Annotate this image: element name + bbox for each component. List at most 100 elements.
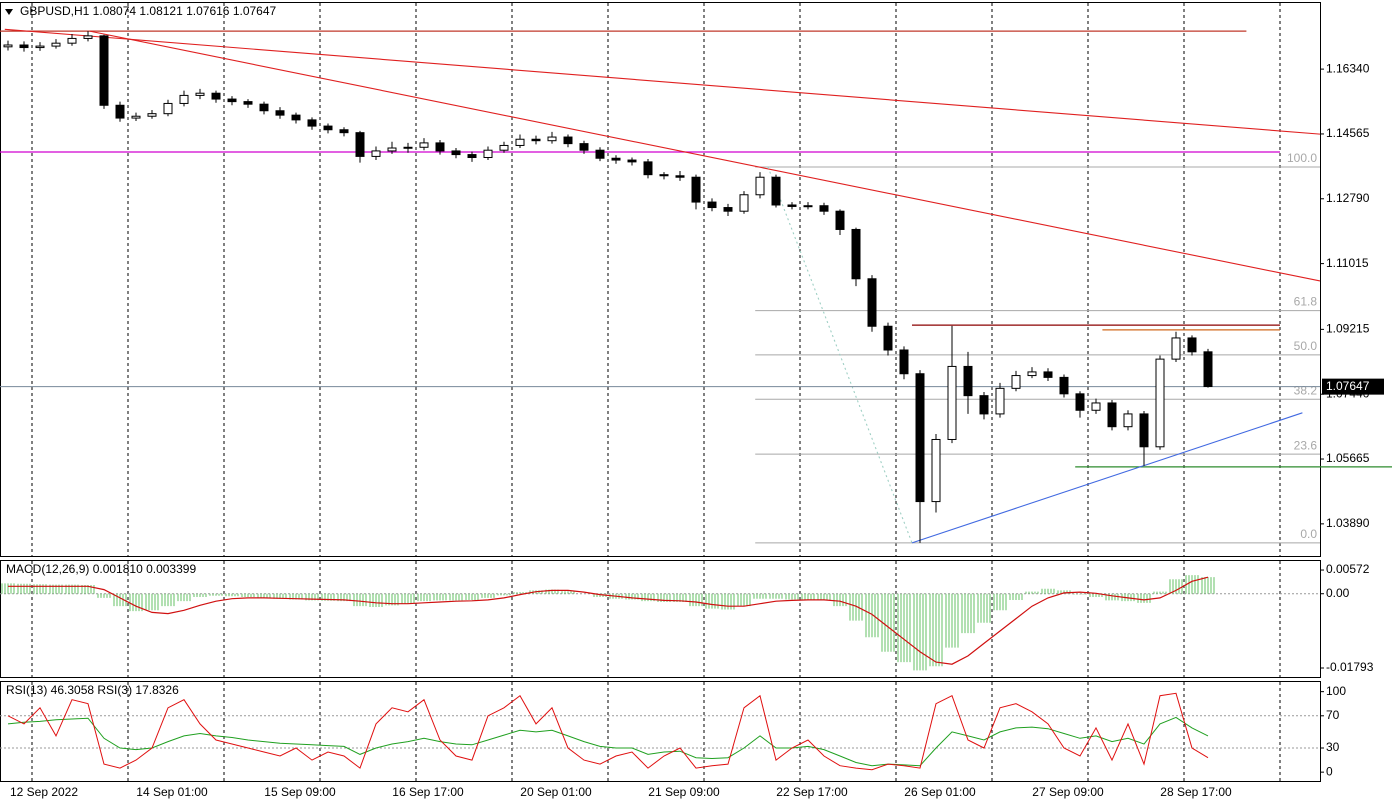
candle-body: [451, 150, 461, 156]
y-tick-label: 1.05665: [1326, 451, 1370, 465]
candle-body: [787, 204, 797, 207]
candle-body: [595, 149, 605, 159]
candle-body: [1091, 402, 1101, 411]
candle-body: [995, 387, 1005, 415]
candle-body: [739, 194, 749, 212]
trend-line: [767, 166, 913, 544]
last-price-box: [1322, 378, 1384, 395]
candle-body: [1155, 358, 1165, 448]
fib-label: 50.0: [1294, 339, 1318, 353]
rsi-panel: [0, 681, 1321, 782]
candle-body: [371, 150, 381, 157]
candle-body: [467, 154, 477, 159]
x-tick-label: 28 Sep 17:00: [1160, 785, 1232, 799]
candle-body: [387, 147, 397, 152]
candle-body: [947, 365, 957, 440]
candle-body: [115, 104, 125, 119]
x-tick-label: 26 Sep 01:00: [904, 785, 976, 799]
candle-body: [931, 438, 941, 503]
candle-body: [1203, 351, 1213, 388]
candle-body: [131, 115, 141, 119]
x-tick-label: 20 Sep 01:00: [520, 785, 592, 799]
candle-body: [499, 144, 509, 151]
candle-body: [547, 136, 557, 142]
y-tick-label: 30: [1326, 740, 1340, 754]
candle-body: [963, 365, 973, 397]
candle-body: [915, 373, 925, 503]
panel-title: RSI(13) 46.3058 RSI(3) 17.8326: [6, 683, 179, 697]
x-tick-label: 15 Sep 09:00: [264, 785, 336, 799]
rsi-line: [7, 692, 1209, 771]
fib-label: 23.6: [1294, 438, 1318, 452]
candle-body: [531, 138, 541, 142]
candle-body: [163, 102, 173, 115]
candle-body: [1027, 371, 1037, 377]
trend-line: [89, 30, 1321, 282]
y-tick-label: -0.01793: [1326, 660, 1374, 674]
candle-body: [1139, 413, 1149, 448]
candle-body: [899, 349, 909, 375]
candle-body: [723, 207, 733, 212]
candle-body: [83, 35, 93, 39]
candle-body: [227, 98, 237, 103]
y-tick-label: 0.00: [1326, 586, 1350, 600]
candle-body: [19, 44, 29, 49]
candle-body: [211, 92, 221, 100]
candle-body: [147, 113, 157, 117]
x-tick-label: 16 Sep 17:00: [392, 785, 464, 799]
candle-body: [659, 174, 669, 177]
candle-body: [563, 136, 573, 145]
candle-body: [1011, 375, 1021, 389]
candle-body: [1043, 371, 1053, 378]
y-tick-label: 100: [1326, 684, 1346, 698]
macd-signal-line: [8, 576, 1209, 665]
candle-body: [1059, 376, 1069, 395]
fib-label: 100.0: [1287, 151, 1317, 165]
candle-body: [819, 205, 829, 212]
candle-body: [99, 35, 109, 106]
y-tick-label: 1.14565: [1326, 126, 1370, 140]
fib-label: 0.0: [1300, 527, 1317, 541]
candle-body: [867, 278, 877, 327]
candle-body: [419, 142, 429, 148]
candle-body: [259, 103, 269, 112]
candle-body: [851, 228, 861, 280]
candle-body: [675, 175, 685, 178]
candle-body: [483, 149, 493, 159]
candle-body: [435, 142, 445, 152]
candle-body: [51, 42, 61, 47]
candle-body: [979, 395, 989, 415]
candle-body: [195, 92, 205, 96]
candle-body: [35, 45, 45, 49]
fib-label: 61.8: [1294, 295, 1318, 309]
candle-body: [291, 114, 301, 121]
candle-body: [355, 132, 365, 157]
candle-body: [403, 146, 413, 149]
panel-title: GBPUSD,H1 1.08074 1.08121 1.07616 1.0764…: [20, 4, 277, 18]
candle-body: [1187, 337, 1197, 353]
main-panel: [0, 2, 1321, 557]
y-tick-label: 1.16340: [1326, 61, 1370, 75]
x-tick-label: 21 Sep 09:00: [648, 785, 720, 799]
rsi-line: [7, 716, 1209, 767]
candle-body: [3, 44, 13, 48]
candle-body: [243, 101, 253, 105]
candle-body: [643, 161, 653, 176]
fib-label: 38.2: [1294, 383, 1318, 397]
y-tick-label: 1.09215: [1326, 322, 1370, 336]
candle-body: [323, 125, 333, 131]
macd-panel: [0, 560, 1321, 678]
x-tick-label: 12 Sep 2022: [10, 785, 78, 799]
candle-body: [1171, 337, 1181, 360]
candle-body: [275, 110, 285, 116]
symbol-menu-icon[interactable]: [5, 9, 13, 15]
candle-body: [803, 205, 813, 208]
candle-body: [883, 325, 893, 351]
candle-body: [835, 210, 845, 230]
trend-line: [911, 412, 1303, 544]
y-tick-label: 1.12790: [1326, 191, 1370, 205]
candle-body: [179, 94, 189, 104]
x-tick-label: 14 Sep 01:00: [136, 785, 208, 799]
